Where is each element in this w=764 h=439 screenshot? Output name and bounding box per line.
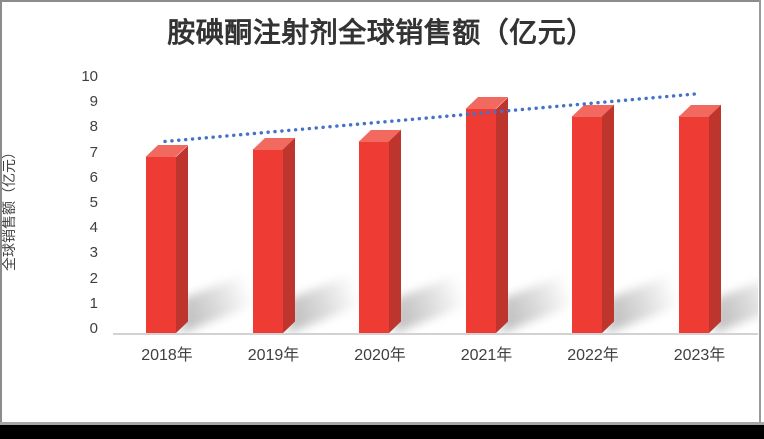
bar-side-face xyxy=(495,97,508,333)
x-tick-label: 2018年 xyxy=(141,347,193,364)
bar-2019年 xyxy=(252,149,283,333)
frame-border-right xyxy=(759,0,761,423)
bar-shadows-layer xyxy=(113,150,758,333)
x-tick-label: 2022年 xyxy=(567,347,619,364)
y-tick-label: 3 xyxy=(89,244,98,262)
bar-side-face xyxy=(389,129,401,333)
y-tick-label: 2 xyxy=(89,269,98,287)
bar-2023年 xyxy=(678,116,709,333)
y-tick-label: 8 xyxy=(89,118,98,136)
bar-side-face xyxy=(176,145,188,333)
frame-border-bottom xyxy=(0,422,764,425)
x-tick-label: 2021年 xyxy=(460,347,513,364)
bar-2018年 xyxy=(146,156,176,333)
trendline-dotted-line xyxy=(163,91,702,144)
bar-side-face xyxy=(282,137,295,333)
y-tick-label: 0 xyxy=(89,320,98,337)
chart-title: 胺碘酮注射剂全球销售额（亿元） xyxy=(167,17,595,48)
y-tick-label: 4 xyxy=(89,219,98,237)
bar-2020年 xyxy=(359,141,389,333)
frame-border-top xyxy=(0,0,761,2)
x-tick-label: 2019年 xyxy=(247,347,300,364)
bar-side-face xyxy=(708,104,721,333)
frame-border-left xyxy=(0,0,2,423)
y-tick-label: 6 xyxy=(89,168,98,186)
x-axis-line xyxy=(113,333,758,335)
bar-2021年 xyxy=(465,108,496,333)
y-tick-label: 10 xyxy=(81,68,98,85)
y-axis-title: 全球销售额（亿元） xyxy=(1,145,17,271)
y-tick-label: 7 xyxy=(89,143,98,161)
y-tick-label: 5 xyxy=(89,194,98,211)
x-tick-label: 2023年 xyxy=(673,347,726,364)
x-tick-label: 2020年 xyxy=(354,347,406,364)
bottom-black-bar xyxy=(0,425,764,439)
bar-shadow xyxy=(714,265,758,333)
y-tick-label: 1 xyxy=(89,294,98,312)
y-tick-label: 9 xyxy=(89,93,98,111)
bar-side-face xyxy=(602,104,614,333)
bar-2022年 xyxy=(572,116,602,333)
